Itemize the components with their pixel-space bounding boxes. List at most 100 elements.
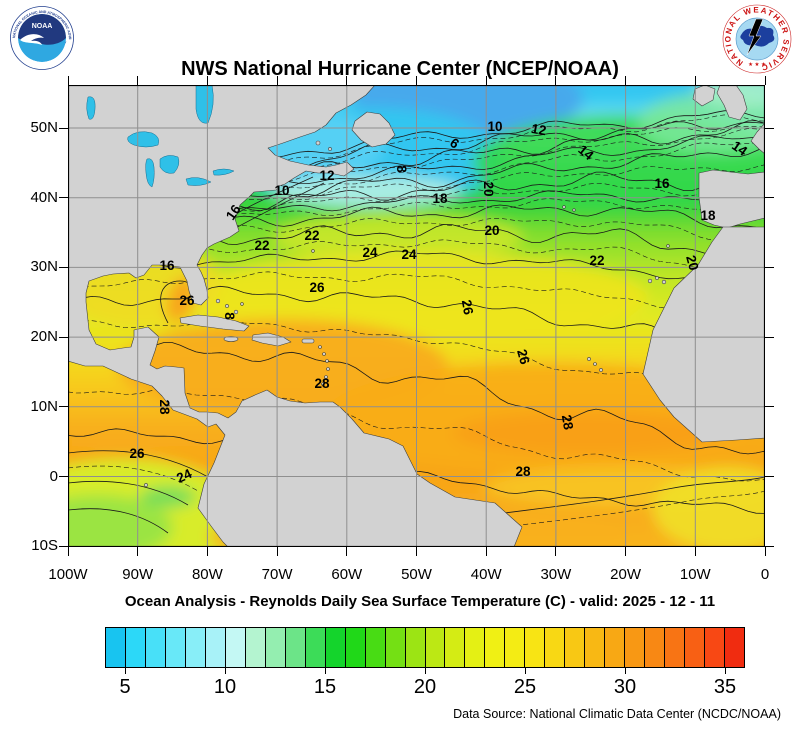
colorbar-cell (425, 628, 446, 667)
colorbar-tick (224, 668, 226, 674)
colorbar-cell (325, 628, 346, 667)
latitude-label: 30N (30, 258, 58, 276)
lake-michigan (145, 158, 155, 188)
longitude-tick (206, 547, 208, 556)
colorbar-cell (225, 628, 246, 667)
colorbar-cell (705, 628, 726, 667)
longitude-tick (67, 547, 69, 556)
longitude-tick (555, 76, 557, 85)
colorbar-tick (324, 668, 326, 674)
colorbar-cell (205, 628, 226, 667)
longitude-tick (625, 76, 627, 85)
sst-contour-dashed (68, 465, 199, 492)
africa-landmass (642, 226, 765, 443)
nws-emblem-icon: NATIONAL WEATHER SERVICE ★ ★ ★ (719, 0, 792, 74)
sst-map: 10 12 8 6 10 12 14 14 16 18 20 20 22 20 18 16 22 22 24 24 26… (67, 84, 766, 548)
longitude-label: 80W (191, 566, 223, 583)
latitude-label: 0 (49, 467, 58, 485)
contour-value-label: 8 (394, 165, 409, 173)
colorbar-cell (145, 628, 166, 667)
latitude-tick (59, 545, 68, 547)
latitude-label: 20N (30, 328, 58, 346)
sst-contour-solid (68, 480, 189, 506)
ireland-island (692, 85, 716, 107)
colorbar-cell (545, 628, 566, 667)
colorbar-cell (565, 628, 586, 667)
latitude-tick (765, 476, 774, 477)
colorbar-cell (525, 628, 546, 667)
latitude-tick (765, 406, 774, 408)
map-border (67, 84, 766, 548)
colorbar-label: 25 (513, 676, 537, 698)
longitude-label: 30W (540, 566, 572, 583)
contour-value-label: 24 (401, 247, 417, 262)
colorbar (105, 627, 745, 668)
colorbar-label: 35 (713, 676, 737, 698)
contour-value-label: 28 (157, 399, 172, 415)
longitude-label: 10W (679, 566, 711, 583)
contour-value-label: 18 (700, 208, 716, 223)
colorbar-label: 30 (613, 676, 637, 698)
longitude-label: 20W (610, 566, 642, 583)
james-bay (195, 85, 214, 124)
colorbar-cell (365, 628, 386, 667)
longitude-tick (346, 547, 348, 556)
contour-value-label: 10 (487, 119, 502, 134)
longitude-tick (416, 76, 417, 85)
colorbar-tick (424, 668, 426, 674)
lake-winnipeg (86, 96, 96, 120)
iberia-landmass (698, 169, 765, 229)
longitude-tick (694, 547, 696, 556)
lake-huron (159, 155, 180, 174)
latitude-tick (765, 197, 774, 199)
noaa-logo: NATIONAL OCEANIC AND ATMOSPHERIC ADMINIS… (9, 3, 74, 70)
colorbar-tick (524, 668, 526, 674)
longitude-tick (764, 547, 766, 556)
colorbar-cell (265, 628, 286, 667)
colorbar-cell (106, 628, 126, 667)
contour-value-label: 20 (481, 181, 496, 196)
graticule (68, 85, 765, 547)
latitude-tick (59, 406, 68, 408)
americas-landmass (68, 85, 523, 547)
longitude-tick (764, 76, 766, 85)
map-caption: Ocean Analysis - Reynolds Daily Sea Surf… (124, 593, 716, 610)
longitude-tick (346, 76, 348, 85)
colorbar-label: 5 (119, 676, 131, 698)
longitude-tick (694, 76, 696, 85)
britain-island (716, 85, 748, 121)
colorbar-cell (625, 628, 646, 667)
longitude-tick (276, 76, 278, 85)
longitude-label: 90W (122, 566, 154, 583)
colorbar-cell (445, 628, 466, 667)
contour-value-label: 10 (274, 183, 289, 198)
jamaica-island (223, 336, 239, 342)
colorbar-cell (245, 628, 266, 667)
contour-value-label: 26 (514, 348, 533, 367)
contour-value-label: 20 (683, 254, 701, 272)
nws-stars-icon: ★ ★ ★ (748, 61, 766, 68)
longitude-label: 60W (331, 566, 363, 583)
colorbar-cell (605, 628, 626, 667)
contour-value-label: 16 (159, 258, 175, 273)
latitude-tick (765, 127, 774, 129)
colorbar-cell (125, 628, 146, 667)
puerto-rico-island (301, 338, 315, 344)
hispaniola-island (251, 332, 292, 347)
lakes (86, 85, 235, 188)
longitude-tick (625, 547, 627, 556)
colorbar-cell (485, 628, 506, 667)
colorbar-cell (385, 628, 406, 667)
lake-ontario (212, 168, 235, 176)
latitude-tick (59, 476, 68, 477)
latitude-tick (59, 127, 68, 129)
longitude-tick (485, 547, 487, 556)
noaa-emblem-icon: NATIONAL OCEANIC AND ATMOSPHERIC ADMINIS… (9, 3, 74, 70)
contour-value-label: 26 (179, 293, 195, 308)
latitude-tick (765, 545, 774, 547)
latitude-tick (59, 197, 68, 199)
noaa-wordmark: NOAA (32, 23, 53, 30)
contour-value-label: 24 (362, 245, 378, 260)
